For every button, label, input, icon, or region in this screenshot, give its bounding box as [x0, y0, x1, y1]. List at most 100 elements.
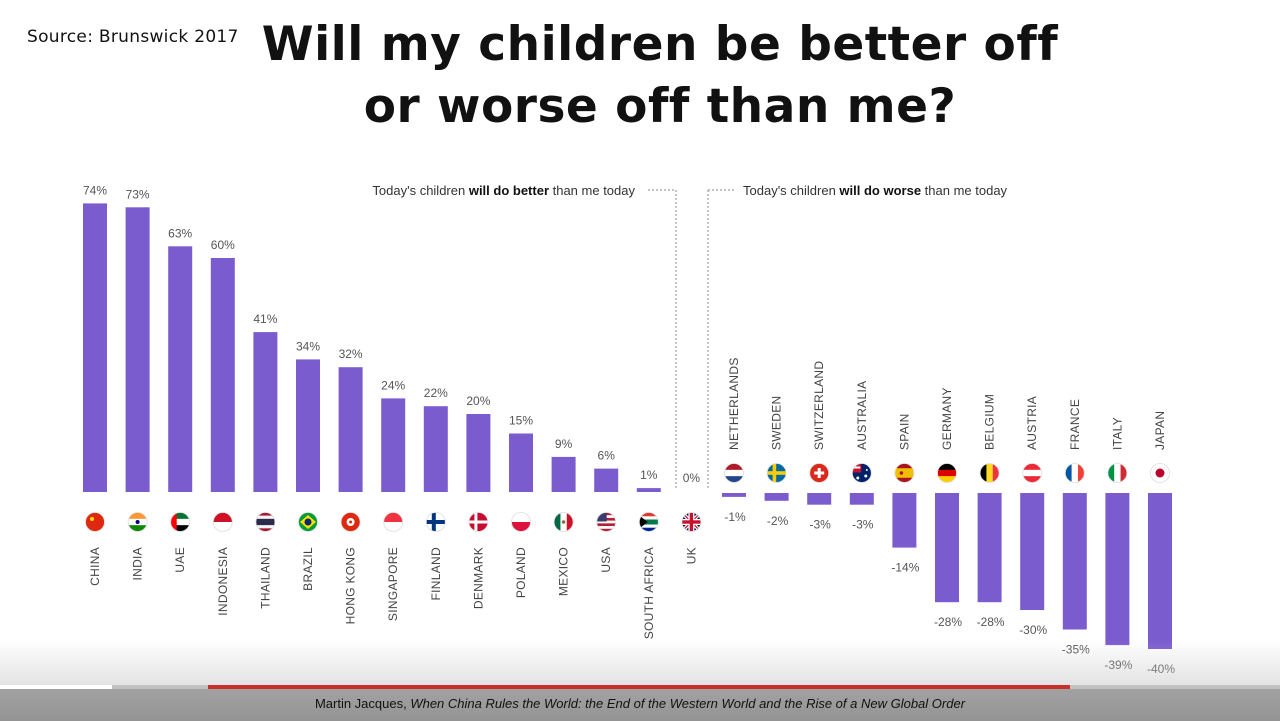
value-label-italy: -39% [1104, 658, 1132, 672]
value-label-thailand: 41% [253, 312, 277, 326]
bar-item-hong-kong: 32% HONG KONG [339, 347, 363, 624]
progress-fill [208, 685, 1070, 689]
brazil-flag-icon [298, 512, 318, 532]
bar-item-denmark: 20% DENMARK [466, 394, 490, 609]
bar-item-switzerland: -3% SWITZERLAND [807, 361, 832, 532]
south-africa-flag-icon-ring [638, 512, 659, 532]
japan-flag-icon [1150, 463, 1170, 483]
title-line-1: Will my children be better off [261, 17, 1059, 72]
bar-japan [1148, 493, 1172, 649]
bar-singapore [381, 398, 406, 492]
country-label-denmark: DENMARK [471, 547, 485, 609]
bar-item-uae: 63% UAE [168, 226, 192, 572]
source-label: Source: Brunswick 2017 [27, 27, 239, 47]
belgium-flag-icon-ring [979, 463, 1000, 483]
italy-flag-icon [1107, 463, 1128, 483]
country-label-indonesia: INDONESIA [216, 547, 230, 616]
video-progress-bar[interactable] [0, 685, 1280, 689]
bar-item-indonesia: 60% INDONESIA [211, 238, 235, 616]
bar-brazil [296, 359, 320, 492]
country-label-australia: AUSTRALIA [855, 381, 869, 450]
country-label-belgium: BELGIUM [983, 394, 997, 450]
value-label-finland: 22% [424, 386, 448, 400]
country-label-hong-kong: HONG KONG [344, 547, 358, 624]
australia-flag-icon-ring [851, 463, 872, 483]
netherlands-flag-icon [724, 463, 744, 483]
country-label-germany: GERMANY [940, 387, 954, 450]
better-annotation-a: Today's children [372, 183, 468, 198]
bar-switzerland [807, 493, 832, 505]
value-label-south-africa: 1% [640, 468, 658, 482]
bar-item-uk: 0% UK [681, 471, 702, 564]
country-label-thailand: THAILAND [258, 547, 272, 609]
bar-sweden [764, 493, 789, 501]
bar-item-austria: -30% AUSTRIA [1019, 396, 1047, 637]
country-label-france: FRANCE [1068, 399, 1082, 450]
bar-item-sweden: -2% SWEDEN [764, 396, 789, 528]
bar-item-poland: 15% POLAND [509, 414, 533, 599]
singapore-flag-icon [383, 512, 404, 532]
country-label-uk: UK [684, 547, 698, 564]
value-label-mexico: 9% [555, 437, 573, 451]
australia-flag-icon [851, 463, 872, 483]
austria-flag-icon [1022, 463, 1043, 483]
value-label-uk: 0% [683, 471, 701, 485]
country-label-south-africa: SOUTH AFRICA [642, 547, 656, 639]
better-annotation: Today's children will do better than me … [372, 183, 635, 198]
better-annotation-b: will do better [468, 183, 549, 198]
singapore-flag-icon-ring [383, 512, 404, 532]
spain-flag-icon [894, 463, 915, 483]
sweden-flag-icon [766, 463, 787, 483]
bar-uae [168, 246, 193, 492]
denmark-flag-icon [468, 512, 489, 532]
finland-flag-icon-ring [425, 512, 446, 532]
india-flag-icon-ring [127, 512, 148, 532]
worse-annotation: Today's children will do worse than me t… [743, 183, 1008, 198]
bar-item-italy: -39% ITALY [1104, 417, 1132, 672]
bar-france [1062, 493, 1087, 630]
country-label-austria: AUSTRIA [1025, 396, 1039, 450]
bar-item-france: -35% FRANCE [1062, 399, 1090, 657]
bar-item-singapore: 24% SINGAPORE [381, 378, 405, 621]
progress-buffer [0, 685, 112, 689]
uk-flag-icon [681, 512, 702, 532]
worse-annotation-a: Today's children [743, 183, 839, 198]
switzerland-flag-icon-ring [809, 463, 830, 483]
austria-flag-icon-ring [1022, 463, 1043, 483]
country-label-netherlands: NETHERLANDS [727, 357, 741, 450]
bars-group: 74% CHINA 73% INDIA 63% UAE 60% INDONESIA 41% THA… [83, 183, 1175, 676]
value-label-japan: -40% [1147, 662, 1175, 676]
bar-finland [423, 406, 448, 492]
country-label-uae: UAE [173, 547, 187, 573]
indonesia-flag-icon-ring [212, 512, 233, 532]
value-label-singapore: 24% [381, 378, 405, 392]
bar-item-spain: -14% SPAIN [891, 413, 919, 574]
country-label-singapore: SINGAPORE [386, 547, 400, 621]
bar-item-belgium: -28% BELGIUM [977, 394, 1005, 629]
value-label-netherlands: -1% [724, 510, 746, 524]
bar-item-australia: -3% AUSTRALIA [849, 381, 874, 532]
better-annotation-c: than me today [549, 183, 635, 198]
country-label-usa: USA [599, 547, 613, 573]
india-flag-icon [127, 512, 148, 532]
bar-item-usa: 6% USA [594, 449, 619, 573]
spain-flag-icon-ring [894, 463, 915, 483]
bar-austria [1020, 493, 1045, 610]
bar-item-netherlands: -1% NETHERLANDS [722, 357, 746, 524]
bar-item-brazil: 34% BRAZIL [296, 339, 320, 590]
value-label-usa: 6% [598, 449, 616, 463]
uk-flag-icon-ring [681, 512, 702, 532]
value-label-poland: 15% [509, 414, 533, 428]
caption-book: When China Rules the World: the End of t… [410, 696, 966, 711]
value-label-denmark: 20% [466, 394, 490, 408]
brazil-flag-icon-ring [298, 512, 318, 532]
uae-flag-icon [170, 512, 191, 532]
worse-annotation-c: than me today [921, 183, 1007, 198]
thailand-flag-icon-ring [255, 512, 276, 532]
china-flag-icon [85, 512, 105, 532]
belgium-flag-icon [979, 463, 1000, 483]
value-label-belgium: -28% [977, 615, 1005, 629]
uae-flag-icon-ring [170, 512, 191, 532]
hong-kong-flag-icon-ring [340, 512, 361, 532]
country-label-india: INDIA [131, 547, 145, 581]
